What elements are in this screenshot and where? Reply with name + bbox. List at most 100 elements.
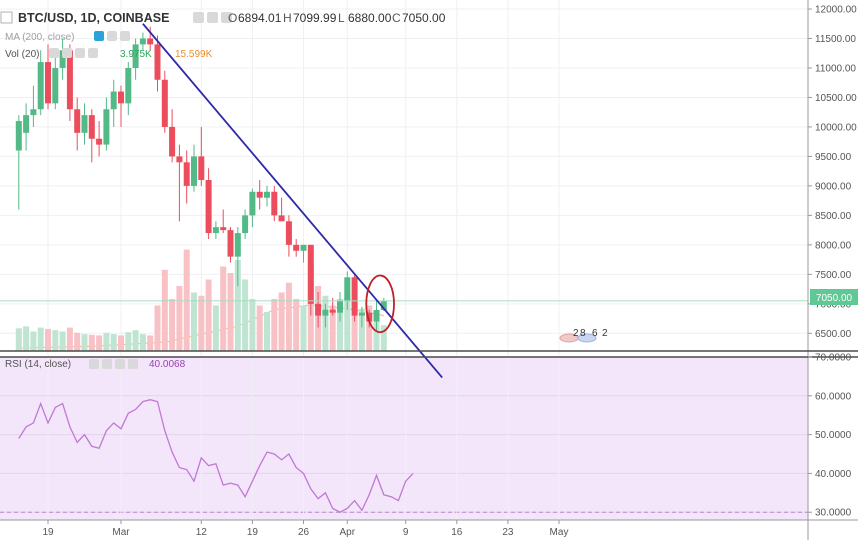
vol-close-icon[interactable] <box>75 48 85 58</box>
candle-body <box>176 156 183 163</box>
open-value: 6894.01 <box>238 11 282 25</box>
volume-bar <box>59 331 66 351</box>
candle-body <box>74 109 81 133</box>
volume-bar <box>205 279 212 351</box>
candle-body <box>154 44 161 80</box>
rsi-tick-label: 70.0000 <box>815 353 852 364</box>
candle-body <box>81 115 88 133</box>
ma-settings-icon[interactable] <box>107 31 117 41</box>
price-tick-label: 10500.00 <box>815 93 857 104</box>
close-icon[interactable] <box>221 12 232 23</box>
candle-body <box>96 138 103 145</box>
open-label: O <box>228 11 237 25</box>
volume-bar <box>300 305 307 351</box>
time-tick-label: May <box>550 527 569 538</box>
rsi-indicator-label[interactable]: RSI (14, close) <box>5 359 71 370</box>
volume-bar <box>234 260 241 351</box>
rsi-tick-label: 40.0000 <box>815 469 852 480</box>
symbol-title[interactable]: BTC/USD, 1D, COINBASE <box>18 11 169 25</box>
candle-body <box>66 50 73 110</box>
ma-indicator-label[interactable]: MA (200, close) <box>5 32 74 43</box>
rsi-line <box>18 399 414 513</box>
candle-body <box>271 191 278 216</box>
volume-bar <box>139 334 146 351</box>
price-tick-label: 8000.00 <box>815 240 852 251</box>
ma-close-icon[interactable] <box>120 31 130 41</box>
rsi-eye-icon[interactable] <box>89 359 99 369</box>
high-label: H <box>283 11 292 25</box>
time-tick-label: 26 <box>298 527 310 538</box>
highlight-circle[interactable] <box>365 274 395 334</box>
candle-body <box>183 162 190 186</box>
time-tick-label: 19 <box>247 527 259 538</box>
close-value: 7050.00 <box>402 11 446 25</box>
event-count: 2 <box>573 328 579 339</box>
candle-body <box>88 115 95 139</box>
ma-eye-icon[interactable] <box>94 31 104 41</box>
rsi-more-icon[interactable] <box>128 359 138 369</box>
event-count: 2 <box>602 328 608 339</box>
volume-bar <box>249 299 256 351</box>
volume-bar <box>271 299 278 351</box>
volume-bar <box>96 335 103 351</box>
candle-body <box>337 300 343 313</box>
volume-bar <box>169 299 176 351</box>
candle-body <box>125 67 132 104</box>
time-tick-label: 16 <box>451 527 463 538</box>
volume-bar <box>45 328 51 351</box>
rsi-tick-label: 60.0000 <box>815 391 852 402</box>
price-tick-label: 11500.00 <box>815 34 856 45</box>
candle-body <box>52 67 59 104</box>
candle-body <box>212 227 219 234</box>
vol-more-icon[interactable] <box>88 48 98 58</box>
event-flag-icon[interactable] <box>577 333 597 343</box>
volume-bar <box>110 334 117 351</box>
vol-eye-icon[interactable] <box>49 48 59 58</box>
price-tick-label: 8500.00 <box>815 211 852 222</box>
volume-bar <box>366 305 373 351</box>
vol-settings-icon[interactable] <box>62 48 72 58</box>
candle-body <box>110 91 117 110</box>
eye-icon[interactable] <box>193 12 204 23</box>
last-price-tag <box>810 289 858 305</box>
candle-body <box>139 38 146 45</box>
volume-bar <box>344 292 351 351</box>
volume-bar <box>23 326 30 351</box>
candle-body <box>242 215 249 234</box>
candle-body <box>300 244 307 251</box>
candle-body <box>161 79 168 127</box>
event-markers[interactable]: 2 8 6 2 <box>559 328 608 343</box>
volume-bar <box>358 308 365 351</box>
candle-body <box>249 191 256 216</box>
volume-bar <box>256 305 263 351</box>
rsi-axis[interactable]: 70.0000 60.0000 50.0000 40.0000 30.0000 <box>808 353 852 519</box>
volume-bar <box>278 292 285 351</box>
volume-bar <box>285 282 292 351</box>
candle-body <box>329 309 336 313</box>
candle-body <box>264 191 270 198</box>
vol-indicator-label[interactable]: Vol (20) <box>5 49 39 60</box>
candle-body <box>358 312 365 316</box>
volume-bar <box>132 330 139 351</box>
price-tick-label: 10000.00 <box>815 122 857 133</box>
volume-bar <box>242 279 249 351</box>
price-tick-label: 6500.00 <box>815 329 852 340</box>
time-tick-label: Mar <box>112 527 130 538</box>
rsi-settings-icon[interactable] <box>102 359 112 369</box>
volume-bar <box>373 318 380 351</box>
price-tick-label: 12000.00 <box>815 5 857 16</box>
candle-body <box>15 121 22 151</box>
candle-body <box>322 309 329 316</box>
volume-bar <box>191 292 197 351</box>
settings-icon[interactable] <box>207 12 218 23</box>
volume-bar <box>147 335 154 351</box>
rsi-close-icon[interactable] <box>115 359 125 369</box>
volume-bar <box>227 273 234 351</box>
rsi-tick-label: 50.0000 <box>815 430 852 441</box>
candle-body <box>23 115 30 133</box>
candle-body <box>373 310 380 322</box>
time-axis[interactable]: 19 Mar 12 19 26 Apr 9 16 23 May <box>42 520 568 538</box>
candle-body <box>30 109 37 116</box>
volume-bar <box>220 266 227 351</box>
